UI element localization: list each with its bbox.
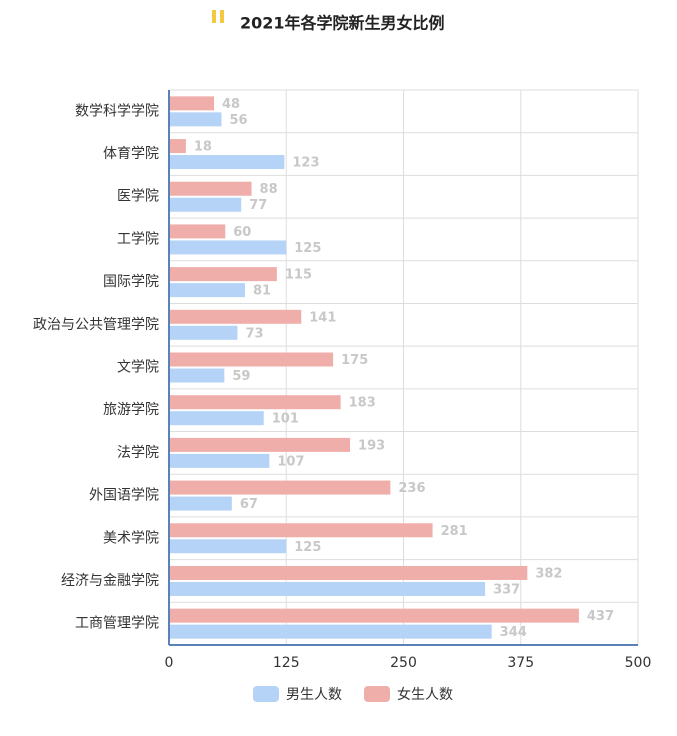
bar (169, 395, 341, 410)
bar (169, 368, 225, 383)
bar (169, 480, 391, 495)
value-label: 101 (272, 412, 299, 427)
y-tick-label: 工学院 (117, 231, 159, 247)
value-label: 56 (230, 113, 248, 128)
legend-label: 女生人数 (397, 686, 453, 703)
y-tick-label: 文学院 (117, 360, 159, 376)
chart-title: 2021年各学院新生男女比例 (240, 14, 445, 33)
x-tick-label: 0 (165, 655, 174, 671)
value-label: 193 (358, 438, 385, 453)
value-label: 382 (535, 566, 562, 581)
bar (169, 523, 433, 538)
bar (169, 283, 245, 298)
value-label: 73 (245, 326, 263, 341)
value-label: 107 (277, 454, 304, 469)
bar (169, 139, 186, 154)
bar (169, 267, 277, 282)
bar (169, 112, 222, 127)
bar (169, 565, 528, 580)
bar (169, 197, 242, 212)
value-label: 115 (285, 268, 312, 283)
bar (169, 309, 302, 324)
y-tick-label: 政治与公共管理学院 (33, 317, 159, 333)
y-tick-label: 外国语学院 (89, 488, 159, 504)
value-label: 123 (292, 156, 319, 171)
y-tick-label: 国际学院 (103, 274, 159, 290)
x-tick-label: 500 (625, 655, 652, 671)
value-label: 437 (587, 609, 614, 624)
value-label: 183 (349, 396, 376, 411)
bar (169, 325, 238, 340)
value-label: 344 (500, 625, 527, 640)
value-label: 175 (341, 353, 368, 368)
bar (169, 181, 252, 196)
y-tick-label: 数学科学学院 (75, 103, 159, 119)
value-label: 125 (294, 540, 321, 555)
value-label: 81 (253, 284, 271, 299)
x-tick-label: 125 (273, 655, 300, 671)
bar (169, 411, 264, 426)
y-tick-label: 经济与金融学院 (61, 573, 159, 589)
y-tick-label: 医学院 (117, 189, 159, 205)
value-label: 59 (232, 369, 250, 384)
value-label: 236 (398, 481, 425, 496)
legend-swatch (253, 686, 279, 702)
y-tick-label: 旅游学院 (103, 402, 159, 418)
bar (169, 624, 492, 639)
value-label: 337 (493, 582, 520, 597)
bar (169, 155, 285, 170)
x-tick-label: 250 (390, 655, 417, 671)
title-decoration (212, 10, 216, 23)
value-label: 18 (194, 140, 212, 155)
bar (169, 96, 215, 111)
bar (169, 539, 287, 554)
bar (169, 240, 287, 255)
y-tick-label: 美术学院 (103, 530, 159, 546)
value-label: 141 (309, 310, 336, 325)
title-decoration (220, 10, 224, 23)
value-label: 60 (233, 225, 251, 240)
bar (169, 453, 270, 468)
bar (169, 352, 334, 367)
x-tick-label: 375 (507, 655, 534, 671)
value-label: 125 (294, 241, 321, 256)
y-tick-label: 工商管理学院 (75, 616, 159, 632)
bar (169, 496, 232, 511)
value-label: 48 (222, 97, 240, 112)
value-label: 67 (240, 497, 258, 512)
bar (169, 437, 351, 452)
value-label: 88 (260, 182, 278, 197)
y-tick-label: 法学院 (117, 445, 159, 461)
bar (169, 608, 579, 623)
y-tick-label: 体育学院 (103, 146, 159, 162)
bar (169, 581, 486, 596)
value-label: 77 (249, 198, 267, 213)
legend-swatch (364, 686, 390, 702)
bar (169, 224, 226, 239)
legend-label: 男生人数 (286, 687, 342, 703)
value-label: 281 (441, 524, 468, 539)
